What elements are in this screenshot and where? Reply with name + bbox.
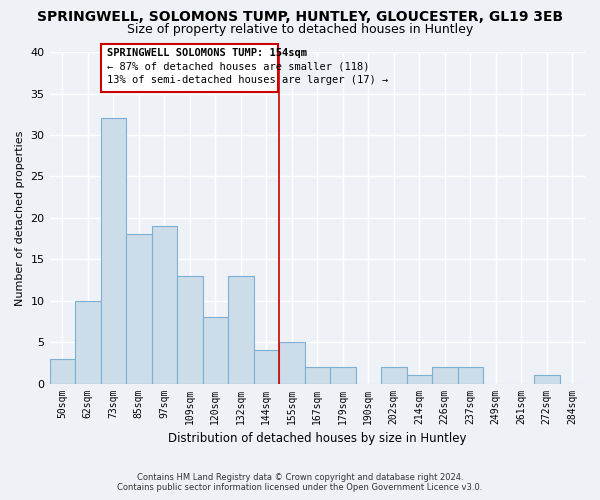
Bar — [228, 276, 254, 384]
Bar — [152, 226, 177, 384]
Text: Contains HM Land Registry data © Crown copyright and database right 2024.
Contai: Contains HM Land Registry data © Crown c… — [118, 473, 482, 492]
Text: 13% of semi-detached houses are larger (17) →: 13% of semi-detached houses are larger (… — [107, 76, 388, 86]
Text: SPRINGWELL SOLOMONS TUMP: 154sqm: SPRINGWELL SOLOMONS TUMP: 154sqm — [107, 48, 307, 58]
Bar — [75, 300, 101, 384]
Bar — [432, 367, 458, 384]
Bar — [203, 318, 228, 384]
Bar — [305, 367, 330, 384]
Bar — [458, 367, 483, 384]
Bar — [101, 118, 126, 384]
Bar — [330, 367, 356, 384]
Bar — [381, 367, 407, 384]
Bar — [407, 376, 432, 384]
Y-axis label: Number of detached properties: Number of detached properties — [15, 130, 25, 306]
Bar — [279, 342, 305, 384]
Text: ← 87% of detached houses are smaller (118): ← 87% of detached houses are smaller (11… — [107, 62, 370, 72]
Bar — [534, 376, 560, 384]
X-axis label: Distribution of detached houses by size in Huntley: Distribution of detached houses by size … — [168, 432, 467, 445]
Bar — [50, 358, 75, 384]
Bar — [254, 350, 279, 384]
Bar — [177, 276, 203, 384]
Bar — [101, 44, 278, 92]
Bar — [126, 234, 152, 384]
Text: Size of property relative to detached houses in Huntley: Size of property relative to detached ho… — [127, 22, 473, 36]
Text: SPRINGWELL, SOLOMONS TUMP, HUNTLEY, GLOUCESTER, GL19 3EB: SPRINGWELL, SOLOMONS TUMP, HUNTLEY, GLOU… — [37, 10, 563, 24]
